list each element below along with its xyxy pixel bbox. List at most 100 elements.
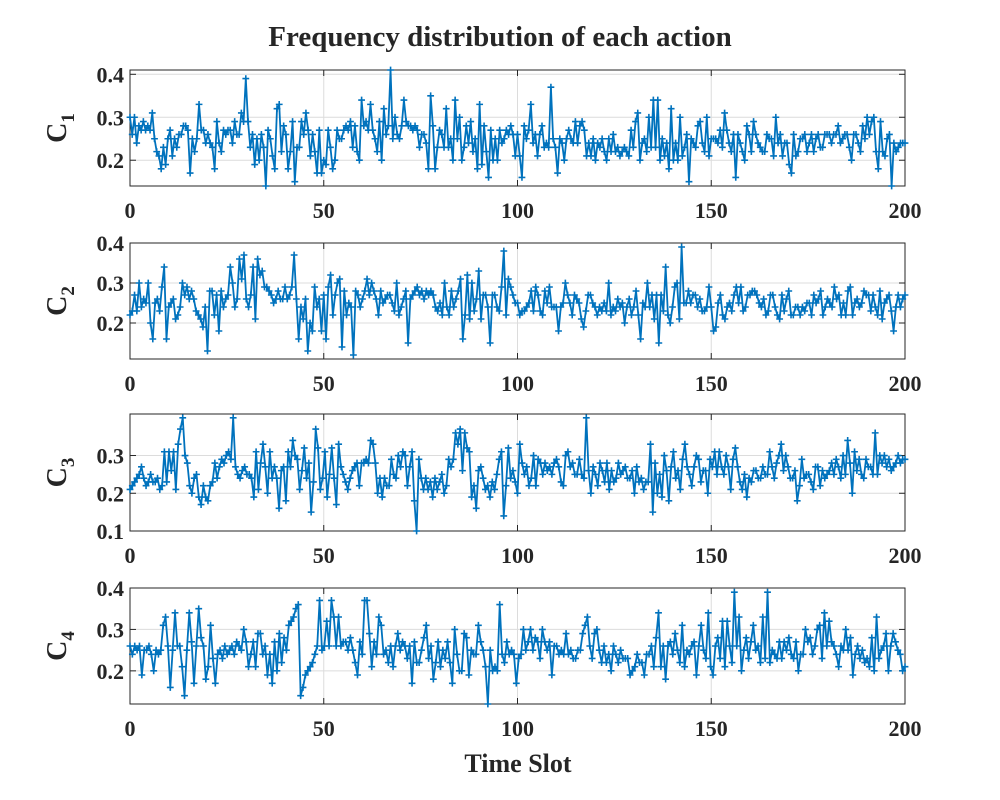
data-point (638, 659, 646, 666)
data-point (406, 463, 414, 471)
data-point (601, 478, 609, 486)
data-point (126, 311, 134, 319)
data-point (302, 109, 310, 117)
y-axis-label-main: C (42, 296, 73, 316)
data-point (823, 470, 831, 478)
data-point (883, 463, 891, 471)
data-point (874, 165, 882, 173)
data-point (216, 463, 223, 471)
data-point (496, 126, 504, 134)
data-point (375, 311, 382, 319)
data-point (318, 327, 325, 335)
data-point (445, 143, 452, 151)
data-point (811, 642, 819, 650)
data-point (501, 659, 508, 666)
data-point (853, 295, 861, 303)
y-tick-label: 0.3 (97, 105, 125, 130)
data-point (258, 267, 266, 275)
data-point (299, 315, 307, 323)
data-point (216, 646, 224, 654)
data-point (723, 617, 731, 625)
data-point (468, 279, 476, 287)
data-point (714, 634, 722, 642)
x-tick-label: 0 (125, 198, 136, 223)
data-point (510, 650, 518, 658)
data-point (304, 347, 312, 355)
data-point (377, 287, 385, 295)
data-point (214, 650, 222, 658)
data-point (193, 135, 201, 143)
data-point (731, 444, 739, 452)
data-point (219, 655, 226, 662)
y-axis-label-subscript: 2 (58, 286, 79, 296)
data-point (251, 315, 259, 323)
data-point (498, 650, 506, 658)
data-point (880, 452, 888, 459)
data-point (275, 100, 283, 108)
data-point (466, 315, 474, 323)
data-point (232, 463, 239, 471)
data-point (560, 156, 568, 164)
data-point (520, 626, 527, 633)
data-point (319, 474, 327, 482)
data-point (362, 118, 370, 125)
data-point (487, 126, 495, 134)
data-point (562, 452, 570, 459)
data-point (605, 279, 613, 287)
data-point (532, 482, 540, 490)
data-point (541, 459, 549, 467)
data-point (620, 143, 628, 151)
data-point (887, 307, 895, 315)
data-point (181, 452, 189, 459)
data-point (595, 646, 603, 654)
data-point (536, 655, 544, 662)
data-point (306, 152, 314, 160)
data-point (714, 139, 722, 147)
data-point (634, 109, 642, 117)
data-point (894, 291, 902, 299)
data-point (295, 143, 303, 151)
data-point (712, 135, 720, 143)
data-point (670, 448, 677, 456)
data-point (671, 630, 679, 637)
data-point (538, 626, 546, 633)
data-point (177, 131, 185, 138)
data-point (514, 299, 521, 307)
data-point (897, 459, 904, 467)
data-point (259, 440, 267, 448)
data-point (249, 638, 257, 646)
data-point (470, 307, 478, 315)
data-point (213, 118, 221, 125)
chart-title: Frequency distribution of each action (268, 21, 731, 53)
data-point (312, 425, 320, 433)
data-point (859, 122, 867, 130)
data-point (587, 291, 594, 299)
data-point (463, 444, 471, 452)
data-point (658, 493, 666, 501)
data-point (287, 463, 294, 471)
data-point (315, 295, 323, 303)
data-point (671, 283, 679, 291)
x-tick-label: 200 (889, 371, 922, 396)
data-point (351, 463, 359, 471)
data-point (338, 343, 346, 351)
data-point (269, 152, 276, 160)
data-point (321, 448, 329, 456)
data-point (245, 470, 253, 478)
data-point (848, 156, 855, 164)
data-point (725, 463, 732, 471)
data-point (436, 126, 443, 134)
data-point (376, 118, 383, 125)
data-point (491, 486, 498, 493)
data-point (381, 474, 388, 482)
data-point (349, 646, 357, 654)
data-point (351, 122, 359, 130)
data-point (571, 291, 578, 299)
data-point (676, 486, 684, 493)
data-point (830, 642, 838, 650)
data-point (830, 470, 838, 478)
data-point (550, 459, 558, 467)
data-point (264, 126, 272, 134)
data-point (659, 307, 667, 315)
data-point (135, 279, 143, 287)
